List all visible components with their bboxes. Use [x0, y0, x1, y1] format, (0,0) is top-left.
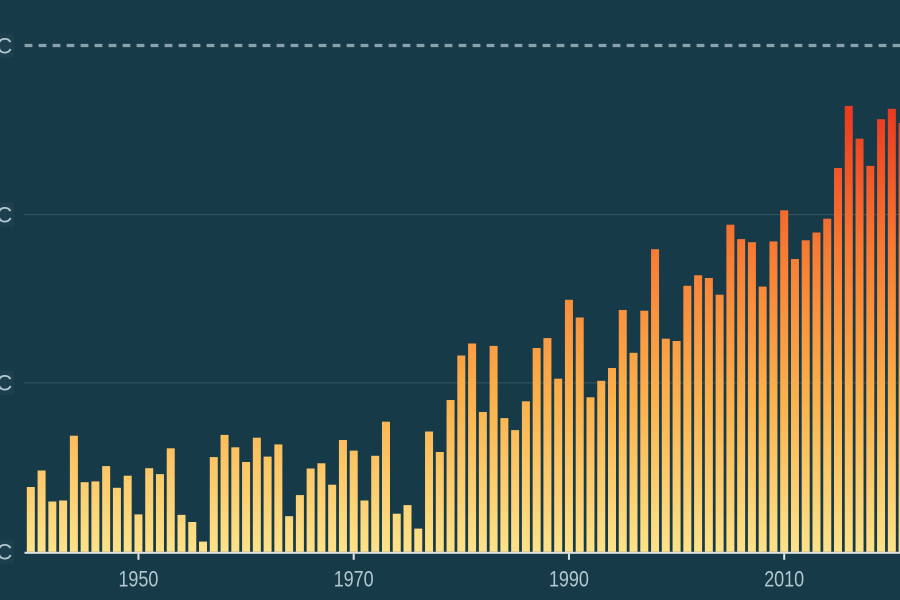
svg-text:1.5 °C: 1.5 °C — [0, 371, 12, 396]
svg-text:1970: 1970 — [334, 567, 374, 592]
svg-text:1950: 1950 — [118, 567, 158, 592]
svg-text:1.5 °C: 1.5 °C — [0, 33, 12, 58]
svg-text:2010: 2010 — [764, 567, 804, 592]
svg-text:1.5 °C: 1.5 °C — [0, 539, 12, 564]
svg-text:1990: 1990 — [549, 567, 589, 592]
svg-text:1.5 °C: 1.5 °C — [0, 203, 12, 228]
